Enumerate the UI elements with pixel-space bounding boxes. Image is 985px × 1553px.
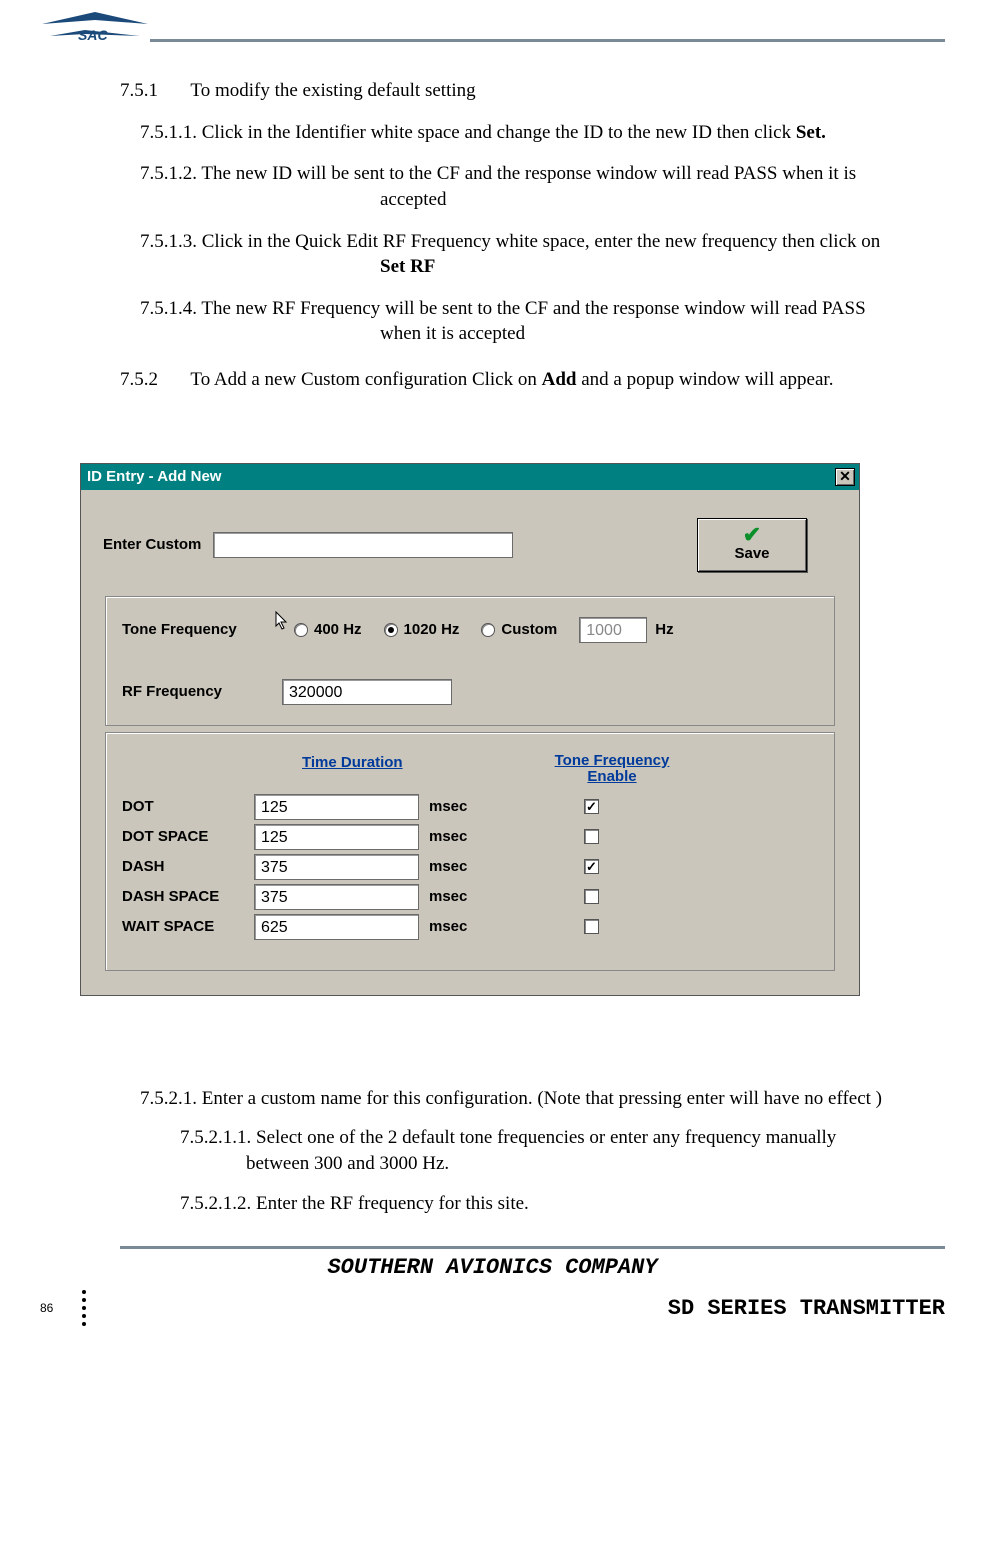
rf-frequency-row: RF Frequency 320000 [122, 679, 818, 705]
dialog-titlebar[interactable]: ID Entry - Add New ✕ [81, 464, 859, 490]
tone-frequency-label: Tone Frequency [122, 620, 272, 640]
duration-row-dash-space: DASH SPACE 375 msec [122, 884, 818, 910]
footer-product: SD SERIES TRANSMITTER [668, 1296, 945, 1321]
radio-400hz[interactable]: 400 Hz [294, 620, 362, 640]
step-7-5-2-1: 7.5.2.1. Enter a custom name for this co… [140, 1086, 935, 1112]
page-number: 86 [40, 1301, 80, 1315]
dash-space-enable-checkbox[interactable] [584, 889, 599, 904]
enter-custom-label: Enter Custom [103, 535, 201, 555]
dot-enable-checkbox[interactable] [584, 799, 599, 814]
step-7-5-1-4: 7.5.1.4. The new RF Frequency will be se… [140, 296, 935, 322]
enter-custom-input[interactable] [213, 532, 513, 558]
save-button[interactable]: ✔ Save [697, 518, 807, 572]
dot-duration-input[interactable]: 125 [254, 794, 419, 820]
svg-text:SAC: SAC [78, 27, 108, 43]
step-7-5-2-1-1: 7.5.2.1.1. Select one of the 2 default t… [180, 1125, 935, 1151]
frequency-panel: Tone Frequency 400 Hz 1020 Hz [105, 596, 835, 726]
duration-row-dash: DASH 375 msec [122, 854, 818, 880]
step-7-5-2-1-1-cont: between 300 and 3000 Hz. [246, 1151, 935, 1177]
close-icon[interactable]: ✕ [835, 468, 855, 486]
section-title: To modify the existing default setting [190, 80, 475, 101]
col-tone-enable: Tone Frequency Enable [532, 753, 692, 786]
dialog-body: Enter Custom ✔ Save Tone Frequency [81, 490, 859, 995]
page-header: SAC [40, 6, 945, 46]
checkmark-icon: ✔ [743, 526, 761, 544]
wait-space-enable-checkbox[interactable] [584, 919, 599, 934]
duration-header: Time Duration Tone Frequency Enable [122, 753, 818, 786]
radio-custom[interactable]: Custom [481, 620, 557, 640]
step-7-5-1-1: 7.5.1.1. Click in the Identifier white s… [140, 120, 935, 146]
tone-frequency-row: Tone Frequency 400 Hz 1020 Hz [122, 617, 818, 643]
save-button-label: Save [734, 544, 769, 564]
footer-company: SOUTHERN AVIONICS COMPANY [40, 1255, 945, 1280]
dot-space-duration-input[interactable]: 125 [254, 824, 419, 850]
section-number: 7.5.2 [120, 367, 186, 393]
step-7-5-1-2-cont: accepted [380, 187, 935, 213]
rf-frequency-label: RF Frequency [122, 682, 252, 702]
dash-enable-checkbox[interactable] [584, 859, 599, 874]
rf-frequency-input[interactable]: 320000 [282, 679, 452, 705]
step-7-5-1-3-cont: Set RF [380, 254, 935, 280]
step-7-5-2-1-2: 7.5.2.1.2. Enter the RF frequency for th… [180, 1191, 935, 1217]
section-7-5-2: 7.5.2 To Add a new Custom configuration … [120, 367, 935, 393]
dialog-window: ID Entry - Add New ✕ Enter Custom ✔ Save [80, 463, 860, 996]
custom-hz-input[interactable]: 1000 [579, 617, 647, 643]
col-time-duration: Time Duration [302, 753, 502, 786]
company-logo: SAC [40, 6, 150, 46]
duration-row-dot-space: DOT SPACE 125 msec [122, 824, 818, 850]
footer-rule [120, 1246, 945, 1249]
duration-row-dot: DOT 125 msec [122, 794, 818, 820]
dash-space-duration-input[interactable]: 375 [254, 884, 419, 910]
step-7-5-1-2: 7.5.1.2. The new ID will be sent to the … [140, 161, 935, 187]
radio-icon [481, 623, 495, 637]
radio-icon [294, 623, 308, 637]
radio-icon [384, 623, 398, 637]
section-7-5-1: 7.5.1 To modify the existing default set… [120, 78, 935, 104]
cursor-arrow-icon [274, 610, 290, 630]
step-7-5-1-3: 7.5.1.3. Click in the Quick Edit RF Freq… [140, 229, 935, 255]
radio-1020hz[interactable]: 1020 Hz [384, 620, 460, 640]
header-rule [150, 39, 945, 42]
step-7-5-1-4-cont: when it is accepted [380, 321, 935, 347]
dialog-screenshot: ID Entry - Add New ✕ Enter Custom ✔ Save [80, 463, 935, 996]
dash-duration-input[interactable]: 375 [254, 854, 419, 880]
dialog-title: ID Entry - Add New [87, 467, 221, 487]
duration-row-wait-space: WAIT SPACE 625 msec [122, 914, 818, 940]
dot-space-enable-checkbox[interactable] [584, 829, 599, 844]
wait-space-duration-input[interactable]: 625 [254, 914, 419, 940]
section-number: 7.5.1 [120, 78, 186, 104]
duration-panel: Time Duration Tone Frequency Enable DOT … [105, 732, 835, 971]
hz-unit-label: Hz [655, 620, 805, 640]
footer-dots-icon [82, 1290, 102, 1326]
